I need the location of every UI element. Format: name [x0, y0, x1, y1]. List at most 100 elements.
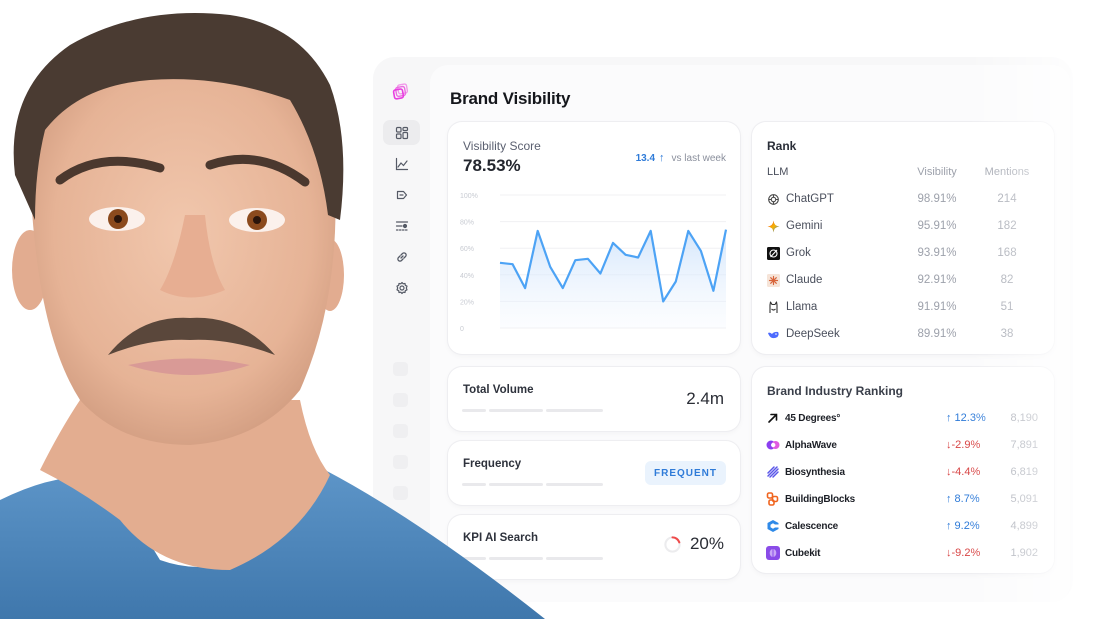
brand-count: 6,819: [1010, 466, 1038, 478]
brand-change: ↓-4.4%: [946, 466, 981, 478]
sidebar-item-filters[interactable]: [383, 213, 420, 238]
brand-change: ↓-2.9%: [946, 439, 981, 451]
sidebar-item-analytics[interactable]: [383, 151, 420, 176]
rank-row-claude[interactable]: Claude 92.91% 82: [767, 271, 1042, 289]
column-header-mentions: Mentions: [984, 166, 1030, 178]
placeholder-item: [393, 424, 408, 438]
brand-count: 4,899: [1010, 520, 1038, 532]
rank-row-deepseek[interactable]: DeepSeek 89.91% 38: [767, 325, 1042, 343]
kpi-value: 20%: [689, 534, 724, 553]
llm-mentions: 51: [1000, 301, 1014, 313]
sidebar-item-links[interactable]: [383, 244, 420, 269]
industry-row-45-degrees[interactable]: 45 Degrees° ↑ 12.3% 8,190: [766, 409, 1046, 427]
visibility-line-chart: 0 20% 40% 60% 80% 100%: [458, 187, 730, 337]
brand-name: Cubekit: [785, 547, 821, 559]
brand-name: AlphaWave: [785, 439, 837, 451]
sidebar-placeholder-items: [393, 362, 408, 531]
llm-name: Grok: [786, 247, 811, 259]
brand-count: 5,091: [1010, 493, 1038, 505]
skeleton-bars: [462, 557, 603, 560]
skeleton-bars: [462, 483, 603, 486]
delta-caption: vs last week: [671, 152, 726, 164]
llm-mentions: 182: [997, 220, 1017, 232]
placeholder-item: [393, 455, 408, 469]
brand-count: 1,902: [1010, 547, 1038, 559]
gear-icon: [395, 281, 408, 294]
industry-row-buildingblocks[interactable]: BuildingBlocks ↑ 8.7% 5,091: [766, 490, 1046, 508]
grok-icon: [767, 246, 780, 260]
llm-rank-card: Rank LLM Visibility Mentions ChatGPT 98.…: [752, 122, 1054, 354]
rank-row-llama[interactable]: Llama 91.91% 51: [767, 298, 1042, 316]
skeleton-bars: [462, 409, 603, 412]
industry-row-alphawave[interactable]: AlphaWave ↓-2.9% 7,891: [766, 436, 1046, 454]
frequency-badge: FREQUENT: [645, 461, 726, 485]
llm-mentions: 168: [997, 247, 1017, 259]
llm-mentions: 38: [1000, 328, 1014, 340]
industry-row-cubekit[interactable]: Cubekit ↓-9.2% 1,902: [766, 544, 1046, 562]
svg-text:0: 0: [460, 326, 464, 333]
biosynthesia-icon: [766, 465, 780, 479]
placeholder-item: [393, 486, 408, 500]
sidebar-item-dashboard[interactable]: [383, 120, 420, 145]
svg-text:40%: 40%: [460, 273, 474, 280]
buildingblocks-icon: [766, 492, 780, 506]
layers-logo-icon[interactable]: [392, 83, 410, 101]
llm-name: Claude: [786, 274, 823, 286]
rank-row-chatgpt[interactable]: ChatGPT 98.91% 214: [767, 190, 1042, 208]
visibility-delta: 13.4 ↑ vs last week: [636, 152, 726, 164]
rank-row-grok[interactable]: Grok 93.91% 168: [767, 244, 1042, 262]
brand-name: Biosynthesia: [785, 466, 845, 478]
delta-value: 13.4: [635, 152, 656, 164]
line-chart-icon: [395, 157, 408, 170]
calescence-icon: [766, 519, 780, 533]
rank-row-gemini[interactable]: Gemini 95.91% 182: [767, 217, 1042, 235]
arrow-up-right-icon: [766, 411, 780, 425]
placeholder-item: [393, 393, 408, 407]
svg-text:100%: 100%: [460, 193, 478, 200]
frequency-label: Frequency: [463, 458, 522, 470]
grid-icon: [395, 126, 408, 139]
dashboard-window: Brand Visibility Visibility Score 78.53%…: [373, 57, 1073, 602]
placeholder-item: [393, 362, 408, 376]
column-header-visibility: Visibility: [917, 166, 957, 178]
total-volume-label: Total Volume: [463, 384, 534, 396]
llm-visibility: 95.91%: [917, 220, 957, 232]
kpi-ai-search-card: KPI AI Search 20%: [448, 515, 740, 579]
frequency-card: Frequency FREQUENT: [448, 441, 740, 505]
gemini-icon: [767, 220, 780, 233]
llm-name: Gemini: [786, 220, 823, 232]
arrow-up-icon: ↑: [659, 152, 665, 164]
llm-visibility: 91.91%: [917, 301, 957, 313]
chatgpt-icon: [767, 193, 780, 206]
llm-visibility: 93.91%: [917, 247, 957, 259]
brand-change: ↓-9.2%: [946, 547, 981, 559]
column-header-llm: LLM: [767, 166, 789, 178]
claude-icon: [767, 273, 780, 287]
llm-visibility: 92.91%: [917, 274, 957, 286]
llm-visibility: 98.91%: [917, 193, 957, 205]
industry-row-biosynthesia[interactable]: Biosynthesia ↓-4.4% 6,819: [766, 463, 1046, 481]
llm-name: DeepSeek: [786, 328, 840, 340]
brand-industry-ranking-card: Brand Industry Ranking 45 Degrees° ↑ 12.…: [752, 367, 1054, 573]
kpi-value-group: 20%: [663, 534, 724, 554]
rank-title: Rank: [767, 139, 797, 153]
kpi-label: KPI AI Search: [463, 532, 538, 544]
industry-row-calescence[interactable]: Calescence ↑ 9.2% 4,899: [766, 517, 1046, 535]
brand-count: 7,891: [1010, 439, 1038, 451]
total-volume-card: Total Volume 2.4m: [448, 367, 740, 431]
placeholder-item: [393, 517, 408, 531]
brand-change: ↑ 9.2%: [946, 520, 980, 532]
brand-change: ↑ 12.3%: [946, 412, 986, 424]
llama-icon: [767, 300, 780, 314]
main-content: Brand Visibility Visibility Score 78.53%…: [430, 65, 1070, 602]
brand-count: 8,190: [1010, 412, 1038, 424]
brand-name: BuildingBlocks: [785, 493, 855, 505]
svg-text:80%: 80%: [460, 220, 474, 227]
brand-name: Calescence: [785, 520, 839, 532]
sidebar-item-tags[interactable]: [383, 182, 420, 207]
tag-icon: [396, 190, 407, 199]
sidebar-item-settings[interactable]: [383, 275, 420, 300]
alphawave-icon: [766, 438, 780, 452]
llm-mentions: 82: [1000, 274, 1014, 286]
visibility-score-card: Visibility Score 78.53% 13.4 ↑ vs last w…: [448, 122, 740, 354]
